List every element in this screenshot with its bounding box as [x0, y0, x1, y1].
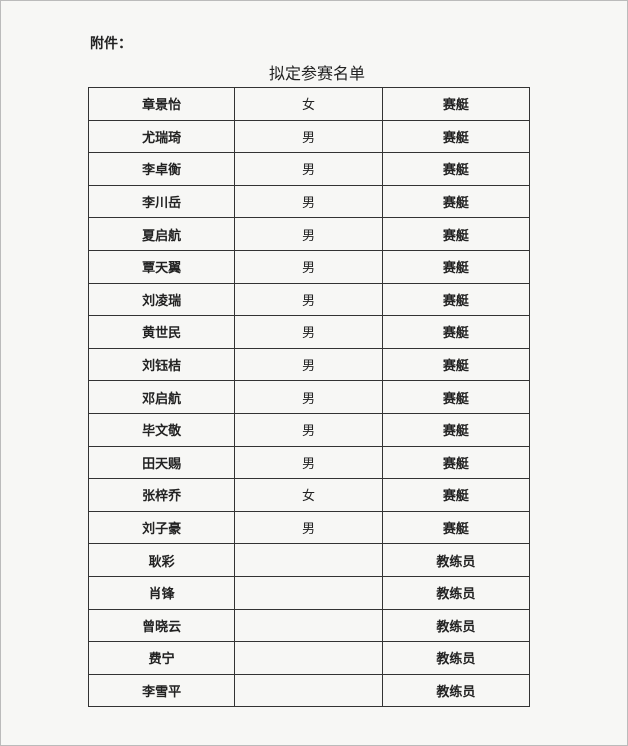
table-row: 黄世民男赛艇	[87, 315, 531, 349]
name-cell: 邓启航	[87, 380, 236, 414]
table-row: 刘凌瑞男赛艇	[87, 282, 531, 317]
gender-cell	[234, 575, 383, 610]
name-cell: 张梓乔	[87, 478, 236, 512]
name-cell: 耿彩	[87, 543, 236, 577]
attachment-label: 附件：	[90, 36, 132, 52]
table-row: 夏启航男赛艇	[87, 217, 531, 251]
gender-cell: 男	[234, 249, 383, 284]
role-cell: 教练员	[381, 641, 531, 675]
role-cell: 赛艇	[381, 445, 531, 480]
name-cell: 夏启航	[87, 217, 236, 251]
name-cell: 肖锋	[87, 575, 236, 610]
gender-cell: 男	[234, 315, 383, 349]
gender-cell	[234, 673, 383, 708]
table-row: 耿彩 教练员	[87, 543, 531, 577]
table-row: 李川岳男赛艇	[87, 184, 531, 219]
role-cell: 赛艇	[381, 249, 531, 284]
name-cell: 覃天翼	[87, 249, 236, 284]
role-cell: 赛艇	[381, 184, 531, 219]
role-cell: 赛艇	[381, 217, 531, 251]
gender-cell	[234, 641, 383, 675]
name-cell: 田天赐	[87, 445, 236, 480]
role-cell: 赛艇	[381, 87, 531, 121]
name-cell: 毕文敬	[87, 412, 236, 447]
roster-table: 章景怡女赛艇 尤瑞琦男赛艇 李卓衡男赛艇 李川岳男赛艇 夏启航男赛艇 覃天翼男赛艇 刘凌瑞男…	[87, 87, 531, 708]
table-row: 肖锋 教练员	[87, 575, 531, 610]
role-cell: 赛艇	[381, 412, 531, 447]
gender-cell: 男	[234, 282, 383, 317]
gender-cell	[234, 608, 383, 643]
gender-cell: 男	[234, 380, 383, 414]
gender-cell: 女	[234, 478, 383, 512]
name-cell: 黄世民	[87, 315, 236, 349]
role-cell: 教练员	[381, 608, 531, 643]
table-row: 费宁 教练员	[87, 641, 531, 675]
name-cell: 尤瑞琦	[87, 119, 236, 154]
gender-cell: 女	[234, 87, 383, 121]
table-row: 张梓乔女赛艇	[87, 478, 531, 512]
name-cell: 刘凌瑞	[87, 282, 236, 317]
gender-cell: 男	[234, 152, 383, 186]
name-cell: 刘钰桔	[87, 347, 236, 382]
gender-cell	[234, 543, 383, 577]
gender-cell: 男	[234, 347, 383, 382]
name-cell: 费宁	[87, 641, 236, 675]
table-row: 田天赐男赛艇	[87, 445, 531, 480]
table-row: 覃天翼男赛艇	[87, 249, 531, 284]
gender-cell: 男	[234, 217, 383, 251]
table-row: 章景怡女赛艇	[87, 87, 531, 121]
document-title: 拟定参赛名单	[268, 64, 365, 83]
name-cell: 李卓衡	[87, 152, 236, 186]
name-cell: 曾晓云	[87, 608, 236, 643]
role-cell: 赛艇	[381, 315, 531, 349]
gender-cell: 男	[234, 184, 383, 219]
name-cell: 章景怡	[87, 87, 236, 121]
role-cell: 赛艇	[381, 510, 531, 545]
role-cell: 赛艇	[381, 119, 531, 154]
table-row: 邓启航男赛艇	[87, 380, 531, 414]
role-cell: 教练员	[381, 543, 531, 577]
role-cell: 赛艇	[381, 478, 531, 512]
gender-cell: 男	[234, 510, 383, 545]
gender-cell: 男	[234, 412, 383, 447]
table-row: 刘子豪男赛艇	[87, 510, 531, 545]
name-cell: 李雪平	[87, 673, 236, 708]
table-row: 曾晓云 教练员	[87, 608, 531, 643]
table-row: 李雪平 教练员	[87, 673, 531, 708]
name-cell: 李川岳	[87, 184, 236, 219]
table-row: 毕文敬男赛艇	[87, 412, 531, 447]
role-cell: 赛艇	[381, 282, 531, 317]
table-row: 尤瑞琦男赛艇	[87, 119, 531, 154]
role-cell: 赛艇	[381, 380, 531, 414]
name-cell: 刘子豪	[87, 510, 236, 545]
table-row: 李卓衡男赛艇	[87, 152, 531, 186]
role-cell: 教练员	[381, 575, 531, 610]
role-cell: 赛艇	[381, 347, 531, 382]
table-row: 刘钰桔男赛艇	[87, 347, 531, 382]
gender-cell: 男	[234, 445, 383, 480]
role-cell: 教练员	[381, 673, 531, 708]
role-cell: 赛艇	[381, 152, 531, 186]
gender-cell: 男	[234, 119, 383, 154]
